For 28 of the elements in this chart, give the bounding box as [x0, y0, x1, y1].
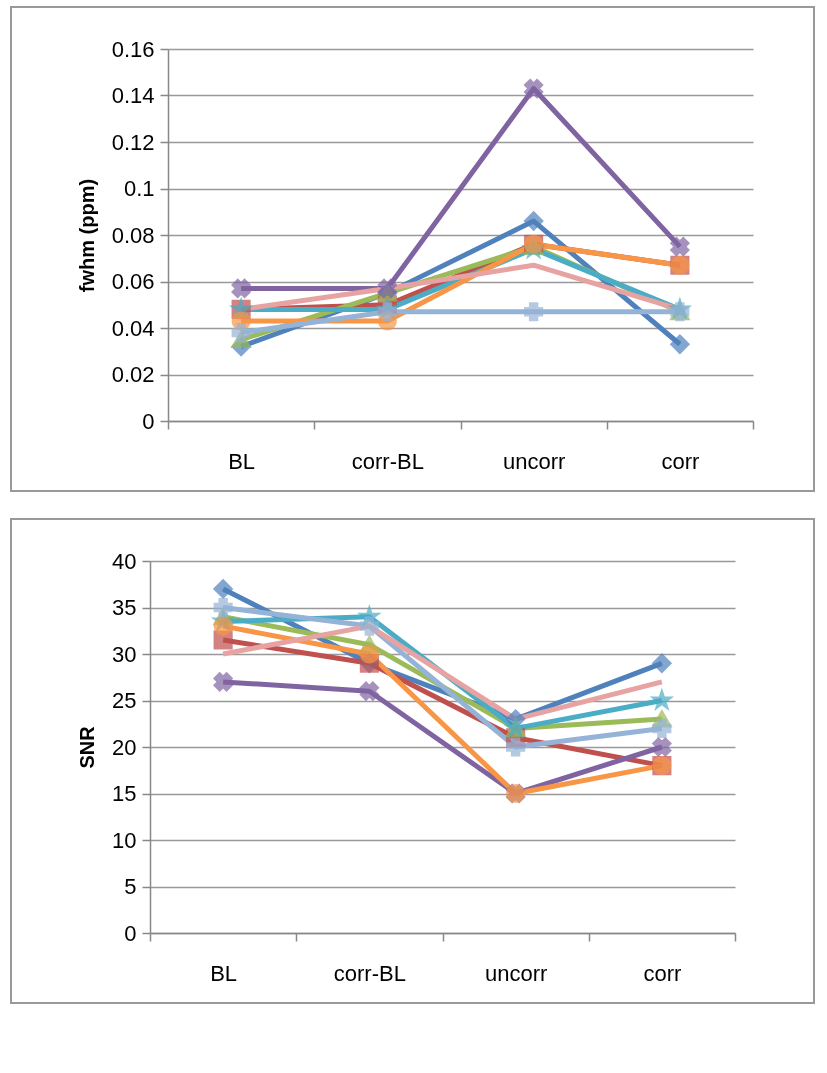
y-tick-label: 30: [112, 641, 137, 667]
y-tick-label: 5: [124, 874, 137, 899]
y-tick-label: 0.02: [111, 362, 155, 387]
y-tick-label: 35: [112, 595, 137, 620]
y-tick-label: 40: [112, 548, 137, 574]
x-tick-label: corr: [661, 448, 700, 474]
y-tick-label: 0.06: [111, 269, 155, 294]
x-tick-label: corr: [643, 960, 682, 986]
y-tick-label: 0.14: [111, 83, 155, 108]
y-tick-label: 0: [142, 408, 155, 434]
y-tick-label: 0.16: [111, 36, 155, 62]
y-tick-label: 20: [112, 734, 137, 760]
x-tick-label: uncorr: [502, 448, 566, 474]
y-tick-label: 10: [112, 827, 137, 853]
y-tick-label: 0.08: [111, 222, 155, 248]
x-tick-label: corr-BL: [333, 960, 406, 986]
x-tick-label: uncorr: [484, 960, 548, 986]
y-tick-label: 0.12: [111, 129, 155, 155]
x-tick-label: BL: [210, 960, 238, 986]
y-tick-label: 0.04: [111, 315, 155, 341]
y-tick-label: 15: [112, 781, 137, 806]
y-tick-label: 25: [112, 688, 137, 713]
y-tick-label: 0: [124, 920, 137, 946]
x-tick-label: corr-BL: [351, 448, 424, 474]
y-axis-title: SNR: [76, 725, 99, 769]
x-tick-label: BL: [228, 448, 256, 474]
y-axis-title: fwhm (ppm): [75, 178, 98, 293]
y-tick-label: 0.1: [123, 176, 155, 201]
